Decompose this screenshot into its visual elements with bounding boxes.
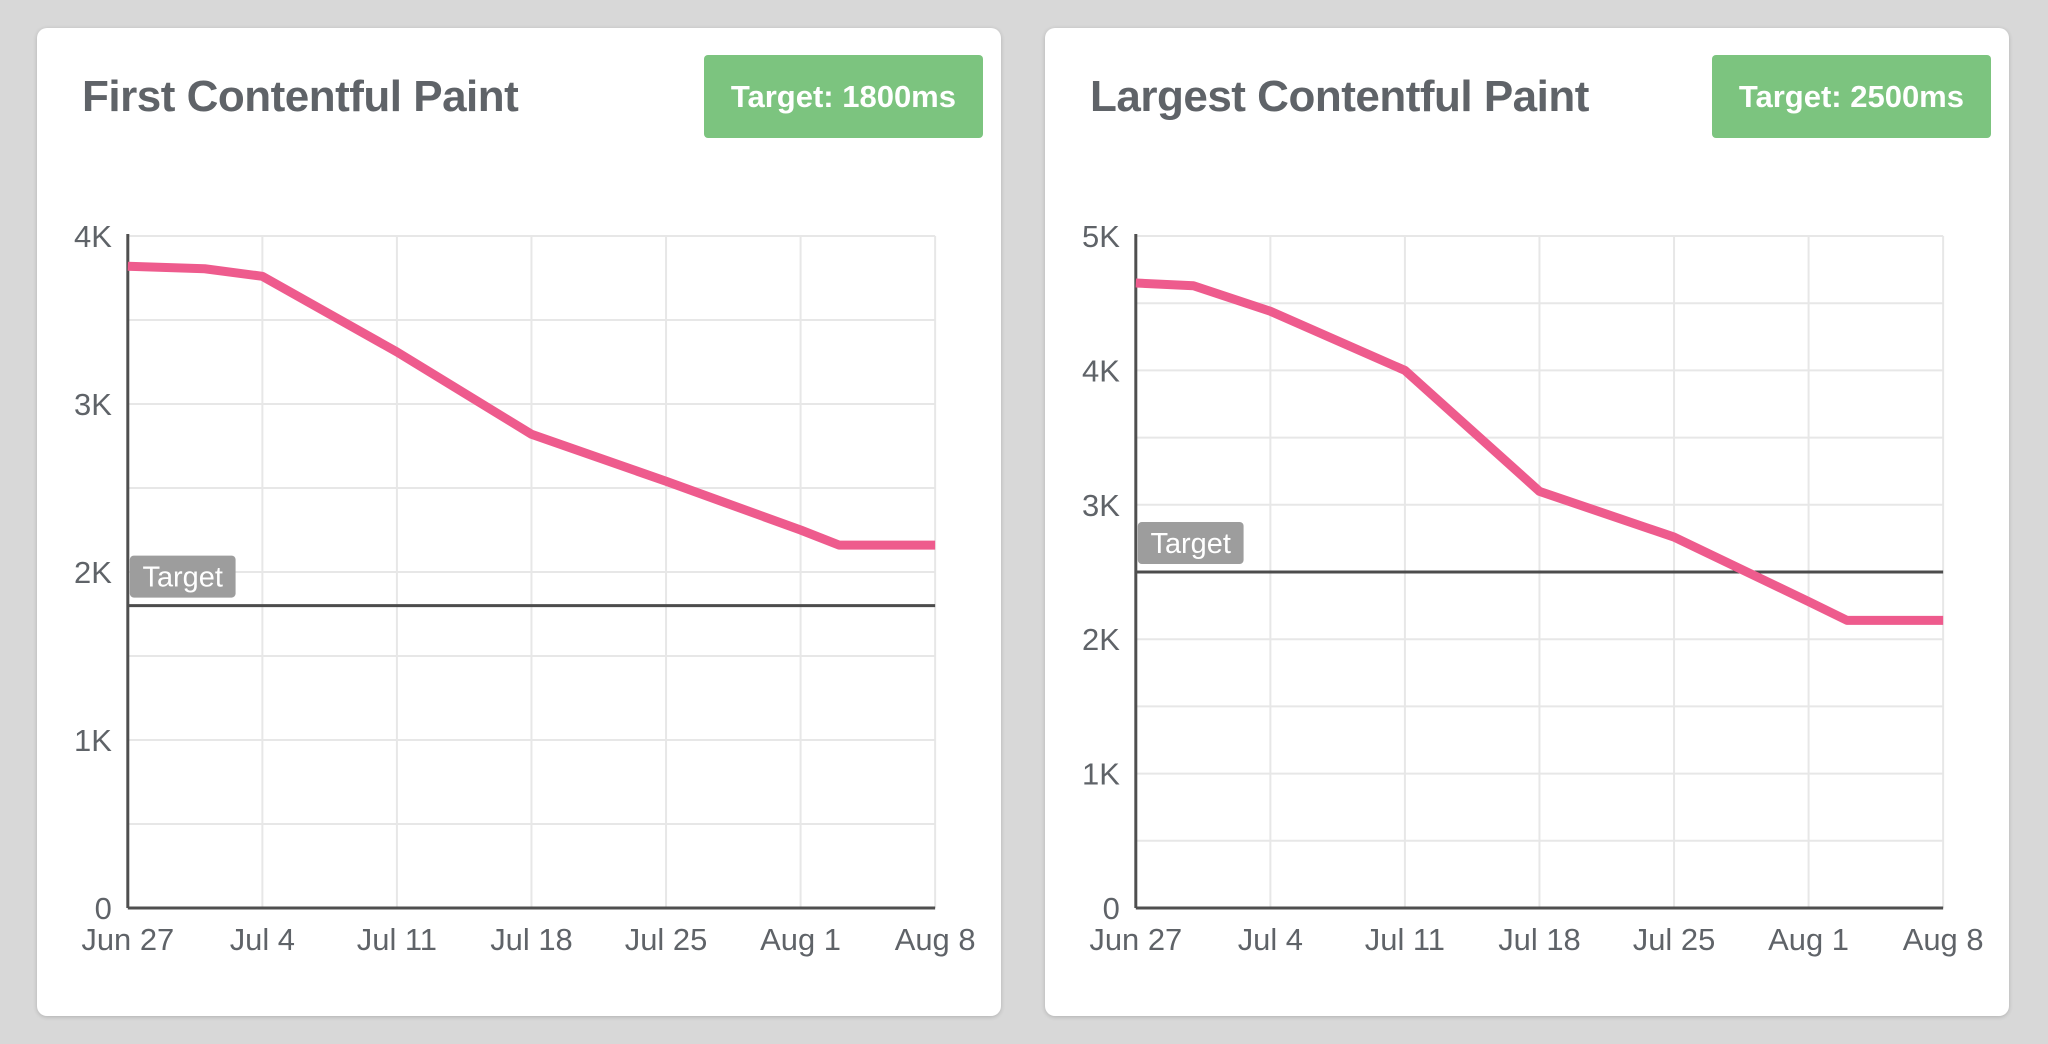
chart-title: First Contentful Paint xyxy=(82,71,519,121)
card-header: Largest Contentful Paint Target: 2500ms xyxy=(1090,55,1991,138)
x-tick-label: Jun 27 xyxy=(81,922,174,957)
x-tick-label: Jul 18 xyxy=(1498,922,1581,957)
x-tick-labels: Jun 27 Jul 4 Jul 11 Jul 18 Jul 25 Aug 1 Aug 8 xyxy=(1089,922,1983,957)
y-tick-label: 1K xyxy=(74,723,112,758)
axes xyxy=(1134,234,1944,910)
y-tick-label: 5K xyxy=(1082,219,1120,254)
x-tick-label: Jul 4 xyxy=(1238,922,1303,957)
target-chip: Target xyxy=(129,555,236,598)
y-tick-label: 3K xyxy=(74,387,112,422)
x-tick-label: Jul 11 xyxy=(357,922,437,957)
target-badge: Target: 1800ms xyxy=(703,55,983,138)
target-badge: Target: 2500ms xyxy=(1711,55,1991,138)
x-tick-labels: Jun 27 Jul 4 Jul 11 Jul 18 Jul 25 Aug 1 Aug 8 xyxy=(81,922,975,957)
chart-title: Largest Contentful Paint xyxy=(1090,71,1589,121)
y-tick-label: 0 xyxy=(95,891,112,926)
target-chip-label: Target xyxy=(143,562,223,594)
y-tick-label: 3K xyxy=(1082,488,1120,523)
y-tick-label: 4K xyxy=(74,219,112,254)
y-tick-label: 2K xyxy=(74,555,112,590)
series-line xyxy=(127,261,936,550)
x-tick-label: Aug 8 xyxy=(1903,922,1984,957)
metric-card-first-contentful-paint: First Contentful Paint Target: 1800ms Ta… xyxy=(37,28,1001,1016)
target-chip-bg xyxy=(1137,522,1244,564)
x-tick-label: Jul 18 xyxy=(490,922,573,957)
card-header: First Contentful Paint Target: 1800ms xyxy=(82,55,983,138)
target-chip-bg xyxy=(129,555,236,598)
x-tick-label: Jul 4 xyxy=(230,922,295,957)
x-tick-label: Aug 8 xyxy=(895,922,976,957)
x-tick-label: Jul 25 xyxy=(625,922,708,957)
target-chip: Target xyxy=(1137,522,1244,564)
y-tick-labels: 0 1K 2K 3K 4K xyxy=(74,219,112,926)
metrics-dashboard: First Contentful Paint Target: 1800ms Ta… xyxy=(37,28,2009,1016)
gridlines xyxy=(127,235,937,908)
y-tick-label: 4K xyxy=(1082,353,1120,388)
metric-card-largest-contentful-paint: Largest Contentful Paint Target: 2500ms … xyxy=(1045,28,2009,1016)
series-line xyxy=(1135,278,1944,625)
y-tick-label: 1K xyxy=(1082,757,1120,792)
y-tick-label: 0 xyxy=(1103,891,1120,926)
x-tick-label: Jul 25 xyxy=(1633,922,1716,957)
x-tick-label: Aug 1 xyxy=(1768,922,1849,957)
x-tick-label: Jun 27 xyxy=(1089,922,1182,957)
y-tick-labels: 0 1K 2K 3K 4K 5K xyxy=(1082,219,1120,926)
x-tick-label: Jul 11 xyxy=(1365,922,1445,957)
x-tick-label: Aug 1 xyxy=(760,922,841,957)
y-tick-label: 2K xyxy=(1082,622,1120,657)
axes xyxy=(126,234,936,910)
lcp-line-chart: Target 0 1K 2K 3K 4K 5K Jun 27 Jul 4 Jul 11 Jul 18… xyxy=(1082,219,1984,957)
target-chip-label: Target xyxy=(1151,528,1231,560)
